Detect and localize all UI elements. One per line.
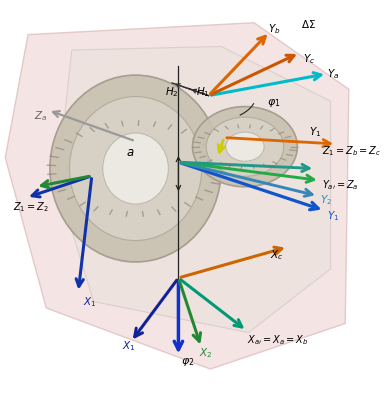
Ellipse shape xyxy=(50,75,221,262)
Text: $Z_a$: $Z_a$ xyxy=(33,109,47,123)
Text: $H_2$: $H_2$ xyxy=(165,86,178,99)
Text: $Y_b$: $Y_b$ xyxy=(268,22,280,36)
Text: $a$: $a$ xyxy=(126,146,135,159)
Polygon shape xyxy=(5,23,349,369)
Polygon shape xyxy=(57,46,331,332)
Ellipse shape xyxy=(192,107,297,187)
Text: $\Delta\Sigma$: $\Delta\Sigma$ xyxy=(301,18,316,30)
Ellipse shape xyxy=(226,132,264,161)
Text: $X_c$: $X_c$ xyxy=(270,248,283,262)
Text: $Y_{a\prime}=Z_a$: $Y_{a\prime}=Z_a$ xyxy=(321,178,358,193)
Ellipse shape xyxy=(103,133,168,204)
Text: $\varphi_1$: $\varphi_1$ xyxy=(267,97,280,109)
Text: $X_1$: $X_1$ xyxy=(83,295,96,309)
Text: $H_1$: $H_1$ xyxy=(196,86,209,99)
Text: $X_1$: $X_1$ xyxy=(122,339,136,353)
Text: $X_2$: $X_2$ xyxy=(199,346,213,360)
Ellipse shape xyxy=(70,97,202,241)
Text: $Z_1=Z_b=Z_c$: $Z_1=Z_b=Z_c$ xyxy=(321,144,381,158)
Text: $Z_1=Z_2$: $Z_1=Z_2$ xyxy=(13,200,49,214)
Text: $Y_c$: $Y_c$ xyxy=(303,52,316,66)
Text: $\varphi_2$: $\varphi_2$ xyxy=(181,356,195,367)
Text: $Y_1$: $Y_1$ xyxy=(309,125,321,139)
Text: $Y_2$: $Y_2$ xyxy=(320,193,332,207)
Text: $Y_a$: $Y_a$ xyxy=(327,68,339,81)
Ellipse shape xyxy=(206,117,284,176)
Text: $Y_1$: $Y_1$ xyxy=(327,209,339,223)
Text: $X_{a\prime}=X_a=X_b$: $X_{a\prime}=X_a=X_b$ xyxy=(247,334,308,347)
